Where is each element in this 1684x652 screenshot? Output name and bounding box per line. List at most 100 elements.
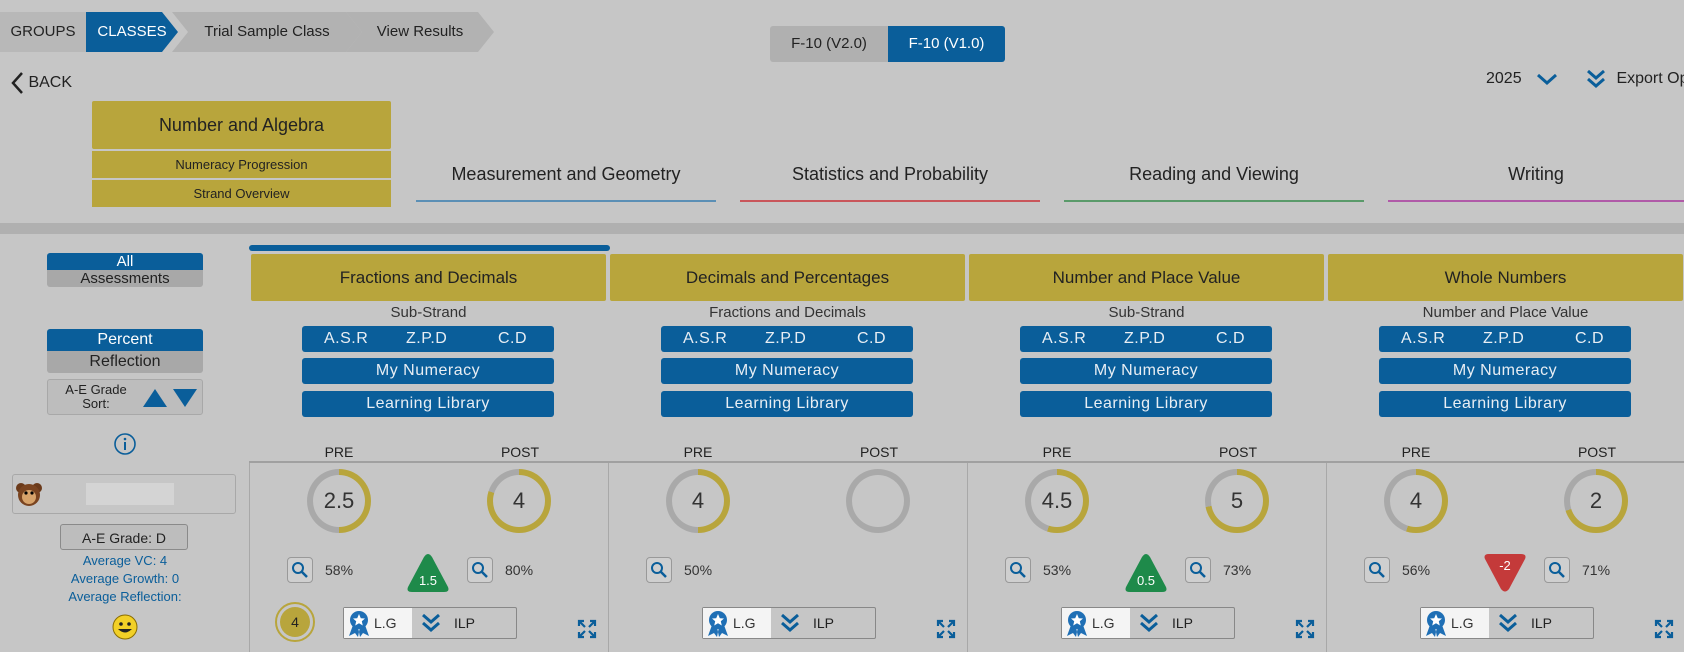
pre-score-ring[interactable]: 4.5 bbox=[1025, 469, 1089, 533]
asr-zpd-cd-bar-0: A.S.R Z.P.D C.D bbox=[302, 326, 554, 352]
results-table-border bbox=[249, 461, 1684, 463]
cd-button[interactable]: C.D bbox=[1575, 330, 1605, 347]
zpd-button[interactable]: Z.P.D bbox=[1124, 330, 1166, 347]
learning-goal-ilp-control: L.G ILP bbox=[1420, 607, 1594, 639]
learning-library-button[interactable]: Learning Library bbox=[1379, 391, 1631, 417]
learning-library-button[interactable]: Learning Library bbox=[661, 391, 913, 417]
grinning-face-icon bbox=[112, 614, 138, 640]
percent-reflection-toggle[interactable]: Percent Reflection bbox=[47, 329, 203, 373]
grade-sort-label: A-E Grade Sort: bbox=[65, 382, 127, 411]
info-icon[interactable] bbox=[113, 432, 137, 456]
column-parent-1: Fractions and Decimals bbox=[709, 304, 866, 321]
numeracy-progression-link[interactable]: Numeracy Progression bbox=[92, 151, 391, 178]
average-vc: Average VC: 4 bbox=[82, 553, 168, 568]
post-score-ring[interactable]: 5 bbox=[1205, 469, 1269, 533]
zpd-button[interactable]: Z.P.D bbox=[406, 330, 448, 347]
year-select[interactable]: 2025 bbox=[1486, 66, 1558, 92]
learning-goal-button[interactable]: L.G bbox=[1421, 608, 1489, 638]
breadcrumb-results[interactable]: View Results bbox=[346, 12, 494, 52]
column-title-0[interactable]: Fractions and Decimals bbox=[251, 254, 606, 301]
pre-details-button[interactable] bbox=[1005, 557, 1031, 583]
search-icon bbox=[472, 562, 488, 578]
learning-goal-button[interactable]: L.G bbox=[703, 608, 771, 638]
horizontal-scroll-indicator[interactable] bbox=[249, 245, 610, 251]
breadcrumb-classes[interactable]: CLASSES bbox=[86, 12, 178, 52]
post-details-button[interactable] bbox=[467, 557, 493, 583]
pre-score-ring[interactable]: 4 bbox=[1384, 469, 1448, 533]
double-chevron-down-icon[interactable] bbox=[1497, 611, 1519, 635]
cd-button[interactable]: C.D bbox=[1216, 330, 1246, 347]
pre-details-button[interactable] bbox=[287, 557, 313, 583]
double-chevron-down-icon[interactable] bbox=[420, 611, 442, 635]
pre-score-ring[interactable]: 2.5 bbox=[307, 469, 371, 533]
ilp-button[interactable]: ILP bbox=[1172, 615, 1194, 631]
asr-button[interactable]: A.S.R bbox=[324, 330, 369, 347]
tab-statistics-and-probability[interactable]: Statistics and Probability bbox=[740, 150, 1040, 202]
column-parent-2: Sub-Strand bbox=[1108, 304, 1185, 321]
breadcrumb-class[interactable]: Trial Sample Class bbox=[172, 12, 362, 52]
pre-details-button[interactable] bbox=[1364, 557, 1390, 583]
cd-button[interactable]: C.D bbox=[498, 330, 528, 347]
column-title-1[interactable]: Decimals and Percentages bbox=[610, 254, 965, 301]
strand-overview-link[interactable]: Strand Overview bbox=[92, 180, 391, 207]
post-label: POST bbox=[1218, 444, 1258, 460]
asr-button[interactable]: A.S.R bbox=[1042, 330, 1087, 347]
post-score-ring[interactable] bbox=[846, 469, 910, 533]
learning-library-button[interactable]: Learning Library bbox=[1020, 391, 1272, 417]
search-icon bbox=[292, 562, 308, 578]
my-numeracy-button[interactable]: My Numeracy bbox=[1020, 358, 1272, 384]
my-numeracy-button[interactable]: My Numeracy bbox=[661, 358, 913, 384]
tab-writing[interactable]: Writing bbox=[1388, 150, 1684, 202]
expand-icon[interactable] bbox=[936, 619, 956, 639]
post-score-ring[interactable]: 4 bbox=[487, 469, 551, 533]
column-title-2[interactable]: Number and Place Value bbox=[969, 254, 1324, 301]
my-numeracy-button[interactable]: My Numeracy bbox=[302, 358, 554, 384]
asr-button[interactable]: A.S.R bbox=[683, 330, 728, 347]
asr-button[interactable]: A.S.R bbox=[1401, 330, 1446, 347]
my-numeracy-button[interactable]: My Numeracy bbox=[1379, 358, 1631, 384]
breadcrumb-results-label: View Results bbox=[376, 23, 464, 40]
expand-icon[interactable] bbox=[1295, 619, 1315, 639]
all-label: All bbox=[47, 253, 203, 270]
sort-descending-icon[interactable] bbox=[172, 388, 198, 408]
post-details-button[interactable] bbox=[1544, 557, 1570, 583]
tab-measurement-and-geometry[interactable]: Measurement and Geometry bbox=[416, 150, 716, 202]
export-options-button[interactable]: Export Op bbox=[1586, 66, 1684, 92]
grade-sort-control: A-E Grade Sort: bbox=[47, 379, 203, 415]
student-card[interactable] bbox=[12, 474, 236, 514]
double-chevron-down-icon[interactable] bbox=[779, 611, 801, 635]
learning-goal-ilp-control: L.G ILP bbox=[702, 607, 876, 639]
chevron-down-icon bbox=[1537, 73, 1558, 85]
all-assessments-toggle[interactable]: All Assessments bbox=[47, 253, 203, 287]
pre-score-ring[interactable]: 4 bbox=[666, 469, 730, 533]
ilp-button[interactable]: ILP bbox=[1531, 615, 1553, 631]
sort-ascending-icon[interactable] bbox=[142, 388, 168, 408]
expand-icon[interactable] bbox=[577, 619, 597, 639]
zpd-button[interactable]: Z.P.D bbox=[1483, 330, 1525, 347]
double-chevron-down-icon[interactable] bbox=[1138, 611, 1160, 635]
zpd-button[interactable]: Z.P.D bbox=[765, 330, 807, 347]
breadcrumb-groups[interactable]: GROUPS bbox=[0, 12, 86, 52]
post-label: POST bbox=[859, 444, 899, 460]
version-v1-button[interactable]: F-10 (V1.0) bbox=[888, 26, 1005, 62]
post-label: POST bbox=[500, 444, 540, 460]
post-score-ring[interactable]: 2 bbox=[1564, 469, 1628, 533]
reflection-label: Reflection bbox=[47, 351, 203, 373]
post-details-button[interactable] bbox=[1185, 557, 1211, 583]
pre-details-button[interactable] bbox=[646, 557, 672, 583]
learning-library-button[interactable]: Learning Library bbox=[302, 391, 554, 417]
tab-number-and-algebra[interactable]: Number and Algebra bbox=[92, 101, 391, 149]
ilp-button[interactable]: ILP bbox=[813, 615, 835, 631]
expand-icon[interactable] bbox=[1654, 619, 1674, 639]
cd-button[interactable]: C.D bbox=[857, 330, 887, 347]
back-button[interactable]: BACK bbox=[10, 70, 72, 96]
column-title-3[interactable]: Whole Numbers bbox=[1328, 254, 1683, 301]
ilp-button[interactable]: ILP bbox=[454, 615, 476, 631]
asr-zpd-cd-bar-3: A.S.R Z.P.D C.D bbox=[1379, 326, 1631, 352]
version-v2-button[interactable]: F-10 (V2.0) bbox=[770, 26, 888, 62]
learning-goal-button[interactable]: L.G bbox=[1062, 608, 1130, 638]
post-percent: 80% bbox=[505, 562, 534, 578]
ae-grade-badge: A-E Grade: D bbox=[60, 524, 188, 550]
tab-reading-and-viewing[interactable]: Reading and Viewing bbox=[1064, 150, 1364, 202]
learning-goal-button[interactable]: L.G bbox=[344, 608, 412, 638]
